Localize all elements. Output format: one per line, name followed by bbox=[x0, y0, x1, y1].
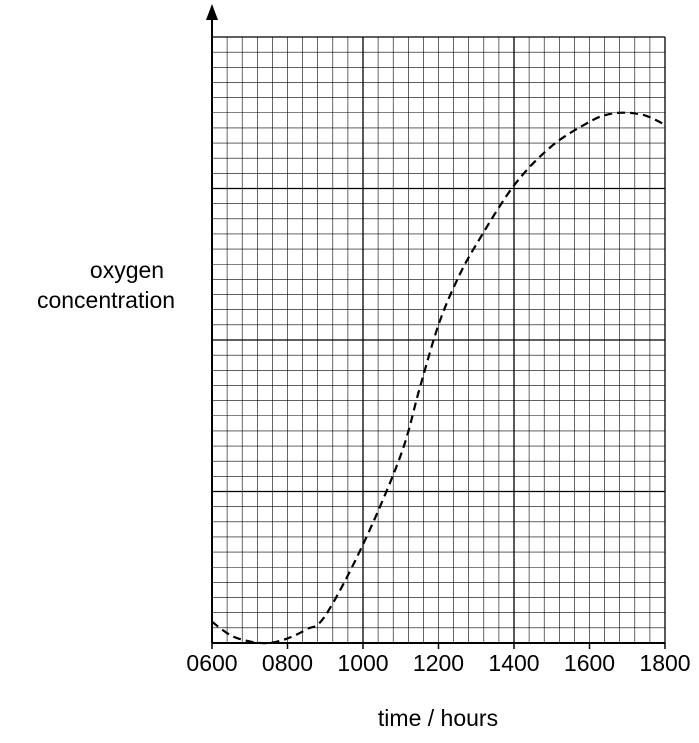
x-tick-label: 1400 bbox=[488, 650, 539, 676]
x-tick-label: 1600 bbox=[564, 650, 615, 676]
x-tick-label: 1200 bbox=[413, 650, 464, 676]
x-tick-label: 1800 bbox=[639, 650, 690, 676]
data-line bbox=[211, 111, 666, 645]
x-axis-label: time / hours bbox=[378, 705, 498, 731]
x-tick-label: 0800 bbox=[262, 650, 313, 676]
y-axis-label: concentration bbox=[37, 287, 175, 313]
y-axis-arrow bbox=[206, 4, 218, 20]
x-tick-label: 1000 bbox=[337, 650, 388, 676]
y-axis-label: oxygen bbox=[90, 257, 164, 283]
x-tick-label: 0600 bbox=[186, 650, 237, 676]
